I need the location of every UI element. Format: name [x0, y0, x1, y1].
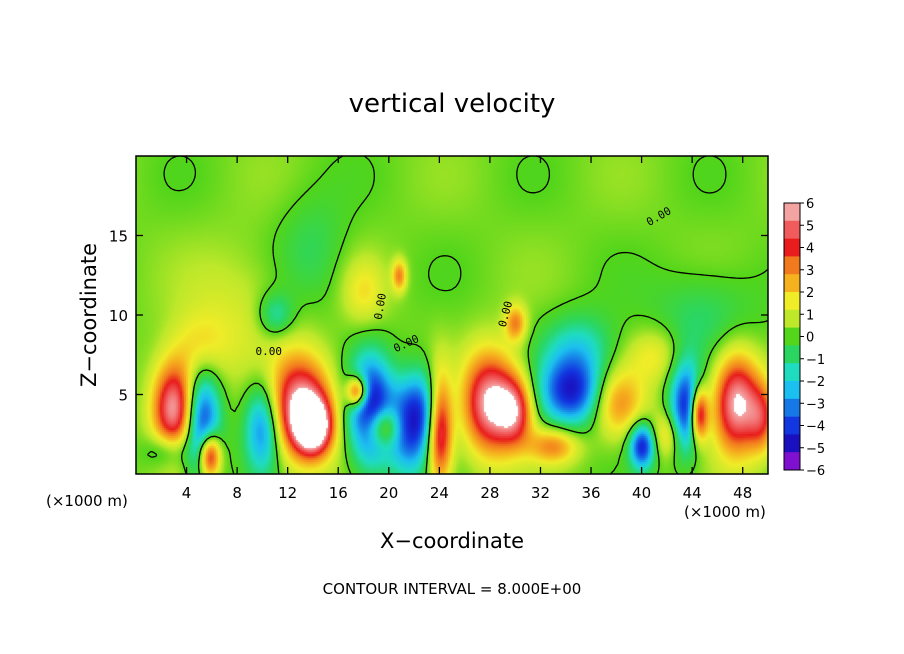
- colorbar-label: −2: [806, 375, 825, 390]
- x-tick-label: 16: [329, 484, 348, 502]
- colorbar-label: 1: [806, 308, 814, 323]
- x-tick-label: 36: [581, 484, 600, 502]
- x-tick-label: 12: [278, 484, 297, 502]
- x-tick-label: 8: [232, 484, 242, 502]
- colorbar-label: −3: [806, 397, 825, 412]
- colorbar-swatch: [784, 203, 800, 222]
- zero-contour-line: [147, 155, 769, 475]
- contour-interval-label: CONTOUR INTERVAL = 8.000E+00: [323, 580, 582, 598]
- contour-value-label: 0.00: [255, 345, 282, 358]
- colorbar-swatch: [784, 345, 800, 364]
- y-axis: 5 10 15: [109, 228, 768, 405]
- y-tick-label: 15: [109, 228, 128, 246]
- colorbar-label: −6: [806, 464, 825, 479]
- colorbar-label: −5: [806, 442, 825, 457]
- x-axis-label: X−coordinate: [380, 529, 524, 553]
- x-tick-label: 20: [379, 484, 398, 502]
- chart-title: vertical velocity: [349, 89, 556, 119]
- colorbar-swatch: [784, 398, 800, 417]
- x-tick-label: 28: [480, 484, 499, 502]
- x-unit-left: (×1000 m): [46, 492, 128, 510]
- colorbar-swatch: [784, 238, 800, 257]
- colorbar-label: 2: [806, 286, 814, 301]
- colorbar-swatch: [784, 434, 800, 453]
- y-axis-label: Z−coordinate: [77, 243, 101, 387]
- colorbar-label: 6: [806, 197, 814, 212]
- colorbar-label: −4: [806, 420, 825, 435]
- colorbar-swatch: [784, 381, 800, 400]
- contour-value-label: 0.00: [372, 292, 389, 320]
- colorbar-swatch: [784, 309, 800, 328]
- x-tick-label: 24: [430, 484, 449, 502]
- y-tick-label: 5: [118, 387, 128, 405]
- colorbar-swatch: [784, 256, 800, 275]
- x-tick-label: 40: [632, 484, 651, 502]
- colorbar-swatch: [784, 220, 800, 239]
- colorbar-swatch: [784, 292, 800, 311]
- colorbar: 6 5 4 3 2 1 0 −1 −2 −3 −4 −5 −6: [783, 197, 825, 479]
- colorbar-label: −1: [806, 353, 825, 368]
- colorbar-label: 4: [806, 242, 814, 257]
- colorbar-swatch: [784, 416, 800, 435]
- x-tick-label: 44: [683, 484, 702, 502]
- colorbar-swatch: [784, 452, 800, 471]
- colorbar-label: 0: [806, 331, 814, 346]
- x-tick-label: 48: [733, 484, 752, 502]
- heatmap-field: [136, 156, 768, 474]
- colorbar-swatch: [784, 327, 800, 346]
- x-tick-label: 4: [182, 484, 192, 502]
- colorbar-label: 5: [806, 219, 814, 234]
- colorbar-swatch: [784, 363, 800, 382]
- colorbar-swatch: [784, 274, 800, 293]
- x-tick-label: 32: [531, 484, 550, 502]
- x-axis: 4 8 12 16 20 24 28 32 36 40 44 48: [182, 156, 752, 502]
- y-tick-label: 10: [109, 307, 128, 325]
- colorbar-label: 3: [806, 264, 814, 279]
- x-unit-right: (×1000 m): [684, 503, 766, 521]
